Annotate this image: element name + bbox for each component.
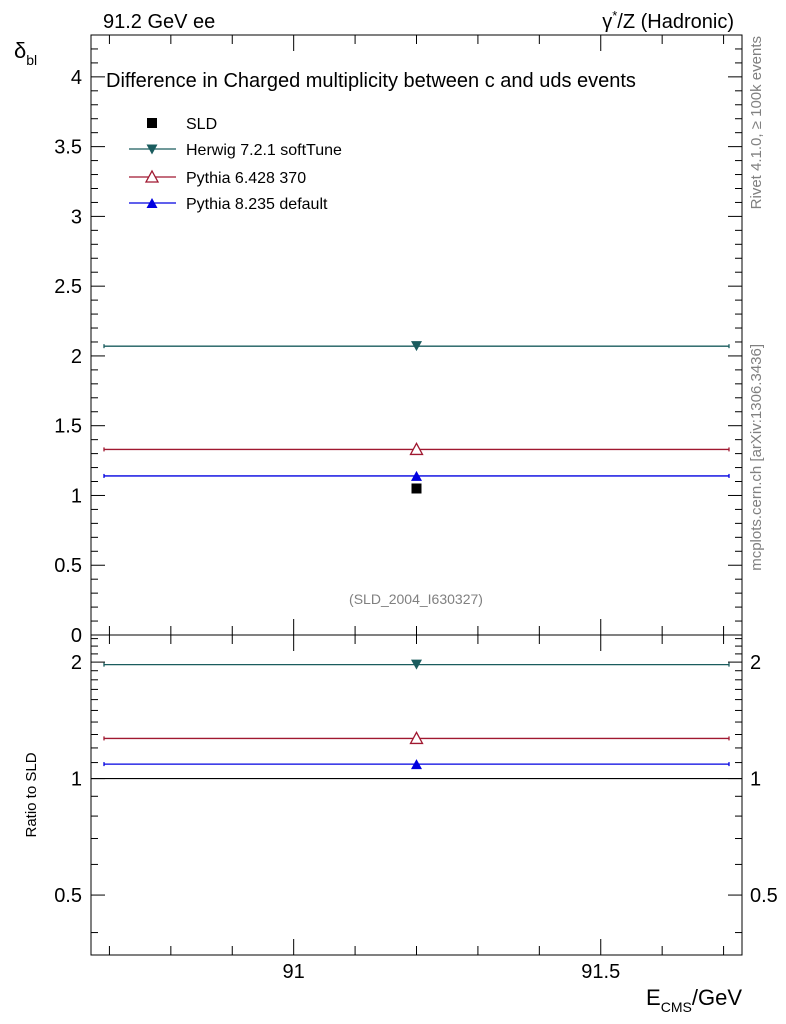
main-y-tick-label: 1	[71, 485, 82, 507]
main-y-ticks: 0 0.5 1 1.5 2 2.5 3 3.5 4	[54, 34, 742, 647]
ratio-point-herwig	[411, 659, 422, 670]
main-point-pythia6	[409, 442, 424, 456]
main-y-tick-label: 2	[71, 346, 82, 368]
ratio-y-tick-label-right: 2	[750, 652, 761, 674]
main-y-tick-label: 1.5	[54, 416, 82, 438]
ratio-y-tick-label: 0.5	[54, 885, 82, 907]
ratio-point-pythia6	[409, 731, 424, 745]
main-point-SLD	[411, 483, 422, 494]
main-y-tick-label: 0.5	[54, 555, 82, 577]
ratio-y-label: Ratio to SLD	[23, 752, 40, 837]
legend-label-herwig: Herwig 7.2.1 softTune	[186, 142, 342, 159]
ratio-y-tick-label: 2	[71, 652, 82, 674]
legend-marker-herwig	[146, 144, 158, 155]
main-y-label: δbl	[14, 38, 37, 68]
main-point-pythia8	[411, 470, 422, 481]
x-axis-label: ECMS/GeV	[646, 985, 742, 1015]
main-x-ticks	[108, 35, 725, 635]
ratio-y-ticks: 0.5 0.5 1 1 2 2	[54, 638, 778, 934]
main-y-tick-label: 2.5	[54, 276, 82, 298]
legend-label-pythia6: Pythia 6.428 370	[186, 170, 306, 187]
main-y-tick-label: 4	[71, 67, 82, 89]
rivet-label: Rivet 4.1.0, ≥ 100k events	[748, 36, 765, 209]
main-data-marks	[103, 341, 730, 494]
legend-marker-pythia6	[144, 169, 160, 183]
mcplots-label: mcplots.cern.ch [arXiv:1306.3436]	[748, 344, 765, 571]
ratio-data-marks	[91, 659, 742, 780]
main-y-tick-label: 0	[71, 625, 82, 647]
main-y-tick-label: 3	[71, 206, 82, 228]
chart-title: Difference in Charged multiplicity betwe…	[106, 70, 636, 92]
legend: SLD Herwig 7.2.1 softTune Pythia 6.428 3…	[129, 116, 342, 213]
ratio-frame	[90, 634, 743, 956]
legend-marker-sld	[147, 118, 157, 128]
ratio-point-pythia8	[411, 759, 422, 770]
main-y-tick-label: 3.5	[54, 137, 82, 159]
header-left: 91.2 GeV ee	[103, 11, 215, 33]
ratio-y-tick-label: 1	[71, 769, 82, 791]
ratio-x-ticks: 91 91.5	[108, 635, 725, 983]
analysis-watermark: (SLD_2004_I630327)	[349, 591, 483, 607]
legend-label-pythia8: Pythia 8.235 default	[186, 196, 328, 213]
ratio-y-tick-label-right: 1	[750, 769, 761, 791]
legend-label-sld: SLD	[186, 116, 217, 133]
main-point-herwig	[411, 341, 422, 352]
legend-marker-pythia8	[146, 198, 158, 208]
x-tick-label: 91.5	[581, 961, 620, 983]
header-right: γ*/Z (Hadronic)	[602, 8, 734, 33]
ratio-y-tick-label-right: 0.5	[750, 885, 778, 907]
x-tick-label: 91	[283, 961, 305, 983]
